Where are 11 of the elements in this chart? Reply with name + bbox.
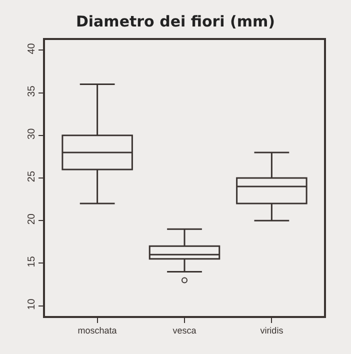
y-tick-label: 25 (26, 170, 38, 182)
y-tick-label: 15 (26, 256, 38, 268)
y-tick-label: 40 (26, 42, 38, 54)
y-tick-label: 30 (26, 128, 38, 140)
chart-title: Diametro dei fiori (mm) (76, 12, 276, 30)
x-tick-label: moschata (78, 326, 117, 336)
y-tick-label: 20 (26, 213, 38, 225)
x-tick-label: viridis (260, 326, 284, 336)
y-tick-label: 35 (26, 85, 38, 97)
x-tick-label: vesca (172, 326, 196, 336)
y-tick-label: 10 (26, 298, 38, 310)
